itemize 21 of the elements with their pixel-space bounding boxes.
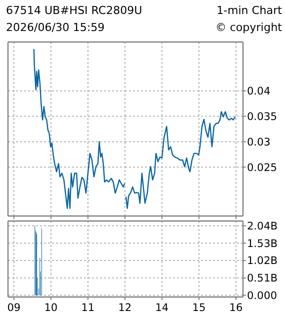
x-tick-label: 11 <box>81 302 95 314</box>
y-tick-label: 0.03 <box>247 136 270 148</box>
chart-title: 67514 UB#HSI RC2809U <box>6 4 142 17</box>
x-tick-label: 15 <box>192 302 206 314</box>
y-tick-label: 0.025 <box>247 162 278 174</box>
y-tick-label: 2.04B <box>247 220 278 232</box>
y-tick-label: 1.53B <box>247 238 278 250</box>
x-tick-label: 14 <box>155 302 169 314</box>
line-series <box>125 111 236 209</box>
x-tick-label: 09 <box>7 302 21 314</box>
y-tick-label: 1.02B <box>247 255 278 268</box>
y-tick-label: 0.04 <box>247 86 271 98</box>
text: © copyright <box>215 21 283 34</box>
text: 1-min Chart <box>216 4 283 17</box>
chart-subtitle: 2026/06/30 15:59 <box>6 21 105 34</box>
y-tick-label: 0.000 <box>247 290 278 302</box>
x-tick-label: 10 <box>44 302 58 314</box>
x-tick-label: 16 <box>229 302 243 314</box>
y-tick-label: 0.035 <box>247 110 278 123</box>
y-tick-label: 0.51B <box>247 272 278 285</box>
x-tick-label: 12 <box>118 302 132 314</box>
